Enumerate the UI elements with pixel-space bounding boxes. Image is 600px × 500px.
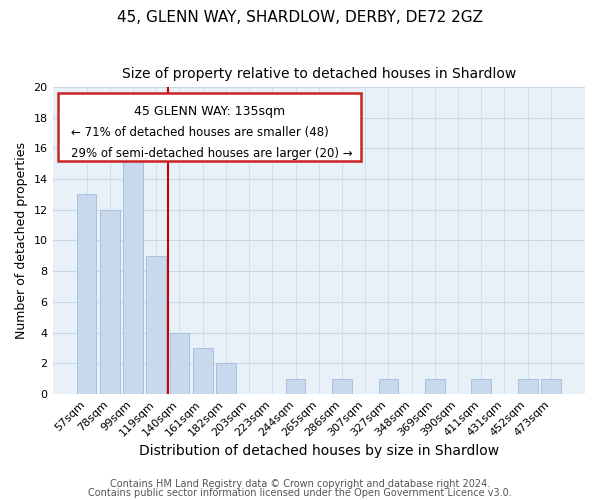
Y-axis label: Number of detached properties: Number of detached properties bbox=[15, 142, 28, 339]
Bar bbox=[216, 364, 236, 394]
Bar bbox=[332, 378, 352, 394]
Text: Contains HM Land Registry data © Crown copyright and database right 2024.: Contains HM Land Registry data © Crown c… bbox=[110, 479, 490, 489]
FancyBboxPatch shape bbox=[58, 93, 361, 160]
Bar bbox=[123, 133, 143, 394]
Bar bbox=[379, 378, 398, 394]
Bar bbox=[193, 348, 212, 394]
X-axis label: Distribution of detached houses by size in Shardlow: Distribution of detached houses by size … bbox=[139, 444, 499, 458]
Bar bbox=[472, 378, 491, 394]
Title: Size of property relative to detached houses in Shardlow: Size of property relative to detached ho… bbox=[122, 68, 516, 82]
Text: Contains public sector information licensed under the Open Government Licence v3: Contains public sector information licen… bbox=[88, 488, 512, 498]
Bar bbox=[286, 378, 305, 394]
Bar bbox=[518, 378, 538, 394]
Bar bbox=[146, 256, 166, 394]
Bar bbox=[100, 210, 119, 394]
Text: 45 GLENN WAY: 135sqm: 45 GLENN WAY: 135sqm bbox=[134, 106, 285, 118]
Bar bbox=[77, 194, 97, 394]
Text: 29% of semi-detached houses are larger (20) →: 29% of semi-detached houses are larger (… bbox=[71, 147, 353, 160]
Bar bbox=[541, 378, 561, 394]
Text: ← 71% of detached houses are smaller (48): ← 71% of detached houses are smaller (48… bbox=[71, 126, 329, 139]
Bar bbox=[425, 378, 445, 394]
Text: 45, GLENN WAY, SHARDLOW, DERBY, DE72 2GZ: 45, GLENN WAY, SHARDLOW, DERBY, DE72 2GZ bbox=[117, 10, 483, 25]
Bar bbox=[170, 332, 190, 394]
